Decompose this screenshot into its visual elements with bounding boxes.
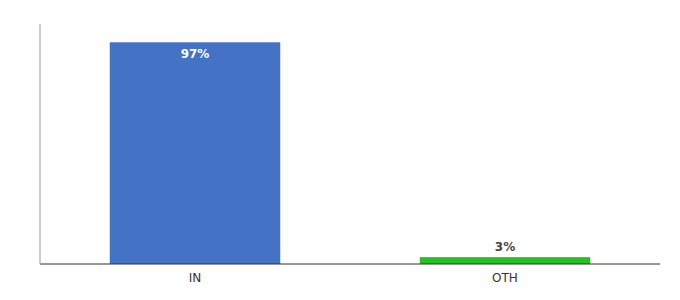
bars bbox=[110, 42, 591, 264]
data-label: 3% bbox=[495, 240, 515, 254]
chart-container: IN OTH 97% 3% bbox=[0, 0, 680, 300]
x-tick-label: IN bbox=[189, 271, 202, 285]
bar bbox=[110, 42, 281, 264]
y-axis-line bbox=[40, 24, 41, 264]
x-axis-line bbox=[40, 264, 660, 265]
data-label: 97% bbox=[181, 47, 210, 61]
x-tick-label: OTH bbox=[492, 271, 518, 285]
bar bbox=[420, 257, 591, 264]
chart-svg: IN OTH 97% 3% bbox=[0, 0, 680, 300]
